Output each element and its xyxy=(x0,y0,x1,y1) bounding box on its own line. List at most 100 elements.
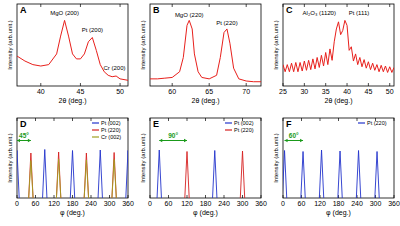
data-area xyxy=(157,150,245,198)
legend-label: Pt (002) xyxy=(101,120,121,126)
phi-peak xyxy=(56,159,60,198)
x-tick xyxy=(304,83,305,86)
phi-peak xyxy=(98,150,102,198)
x-tick xyxy=(128,195,129,198)
x-tick-label: 360 xyxy=(122,200,134,207)
x-tick-top xyxy=(301,118,302,121)
x-tick-top xyxy=(283,4,284,7)
x-tick-top xyxy=(325,4,326,7)
x-tick-top xyxy=(246,4,247,7)
x-tick xyxy=(224,195,225,198)
y-axis-label: Intensity (arb.unit.) xyxy=(140,20,146,70)
phi-peak xyxy=(185,152,189,199)
figure: 40 45 50 2θ (deg.) Intensity (arb.unit.) A MgO… xyxy=(0,0,400,226)
peak-label: Pt (111) xyxy=(349,10,369,16)
x-tick-top xyxy=(120,4,121,7)
x-tick-top xyxy=(172,4,173,7)
x-tick xyxy=(35,195,36,198)
x-tick xyxy=(205,195,206,198)
plot-frame xyxy=(150,4,261,86)
x-tick-top xyxy=(389,4,390,7)
x-tick-top xyxy=(394,118,395,121)
phi-peak xyxy=(356,151,360,199)
x-tick-top xyxy=(357,118,358,121)
peak-label: Cr (200) xyxy=(104,65,126,71)
arrow-head xyxy=(159,139,162,143)
peak-label: MgO (220) xyxy=(175,12,204,18)
x-axis-label: φ (deg.) xyxy=(326,209,351,217)
x-tick-label: 50 xyxy=(386,88,394,95)
x-tick xyxy=(17,195,18,198)
panel: 060120180240300360φ (deg.)Intensity (arb… xyxy=(140,118,267,217)
phi-peak xyxy=(283,151,287,199)
phi-peak xyxy=(43,150,47,199)
plot-frame xyxy=(283,4,394,86)
x-tick-label: 0 xyxy=(15,200,19,207)
phi-peak xyxy=(29,161,33,199)
x-tick-top xyxy=(150,118,151,121)
angle-label: 90° xyxy=(168,132,178,139)
angle-label: 45° xyxy=(19,132,29,139)
arrow-head xyxy=(17,139,20,143)
y-axis-label: Intensity (arb.unit.) xyxy=(140,133,146,183)
x-tick xyxy=(347,83,348,86)
x-tick-label: 60 xyxy=(168,88,176,95)
y-axis-label: Intensity (arb.unit.) xyxy=(273,133,279,183)
x-tick xyxy=(40,83,41,86)
x-tick-top xyxy=(224,118,225,121)
y-axis-label: Intensity (arb.unit.) xyxy=(273,20,279,70)
x-tick-label: 60 xyxy=(32,200,40,207)
phi-peak xyxy=(126,151,128,199)
x-tick xyxy=(168,195,169,198)
x-tick-label: 45 xyxy=(77,88,85,95)
legend-label: Pt (220) xyxy=(234,127,254,133)
x-tick-top xyxy=(128,118,129,121)
phi-peak xyxy=(112,160,116,199)
x-tick-label: 360 xyxy=(255,200,267,207)
panel-letter: C xyxy=(286,5,293,15)
x-tick xyxy=(150,195,151,198)
x-tick xyxy=(242,195,243,198)
x-tick xyxy=(54,195,55,198)
arrow-head xyxy=(28,139,31,143)
x-tick-label: 120 xyxy=(181,200,193,207)
x-tick-label: 60 xyxy=(165,200,173,207)
panel: 060120180240300360φ (deg.)Intensity (arb… xyxy=(7,118,134,217)
x-tick-label: 120 xyxy=(314,200,326,207)
x-tick-label: 50 xyxy=(116,88,124,95)
panel-letter: E xyxy=(153,119,159,129)
x-tick-label: 300 xyxy=(370,200,382,207)
x-tick-label: 0 xyxy=(281,200,285,207)
x-tick-label: 65 xyxy=(205,88,213,95)
phi-peak xyxy=(84,153,88,198)
xrd-curve xyxy=(283,20,394,72)
x-tick-top xyxy=(205,118,206,121)
x-tick xyxy=(109,195,110,198)
x-tick-label: 40 xyxy=(37,88,45,95)
peak-label: MgO (200) xyxy=(50,10,79,16)
x-tick xyxy=(187,195,188,198)
panel-letter: F xyxy=(286,119,292,129)
x-tick-label: 40 xyxy=(343,88,351,95)
peak-label: Al₂O₃ (112̄0) xyxy=(303,10,336,16)
peak-label: Pt (220) xyxy=(216,20,237,26)
data-area xyxy=(150,20,261,81)
x-tick-top xyxy=(17,118,18,121)
x-tick xyxy=(368,83,369,86)
x-axis-label: 2θ (deg.) xyxy=(191,97,219,105)
x-tick xyxy=(120,83,121,86)
x-tick-top xyxy=(35,118,36,121)
x-tick-top xyxy=(368,4,369,7)
phi-peak xyxy=(157,150,161,198)
xrd-curve xyxy=(17,20,128,80)
legend-swatch xyxy=(92,136,99,137)
panel-letter: A xyxy=(20,5,27,15)
data-area xyxy=(17,20,128,80)
angle-arrow xyxy=(159,140,187,141)
legend-swatch xyxy=(225,129,232,130)
x-tick-top xyxy=(168,118,169,121)
phi-peak xyxy=(338,151,342,198)
x-tick xyxy=(91,195,92,198)
legend-swatch xyxy=(92,122,99,123)
xrd-curve xyxy=(150,20,261,81)
